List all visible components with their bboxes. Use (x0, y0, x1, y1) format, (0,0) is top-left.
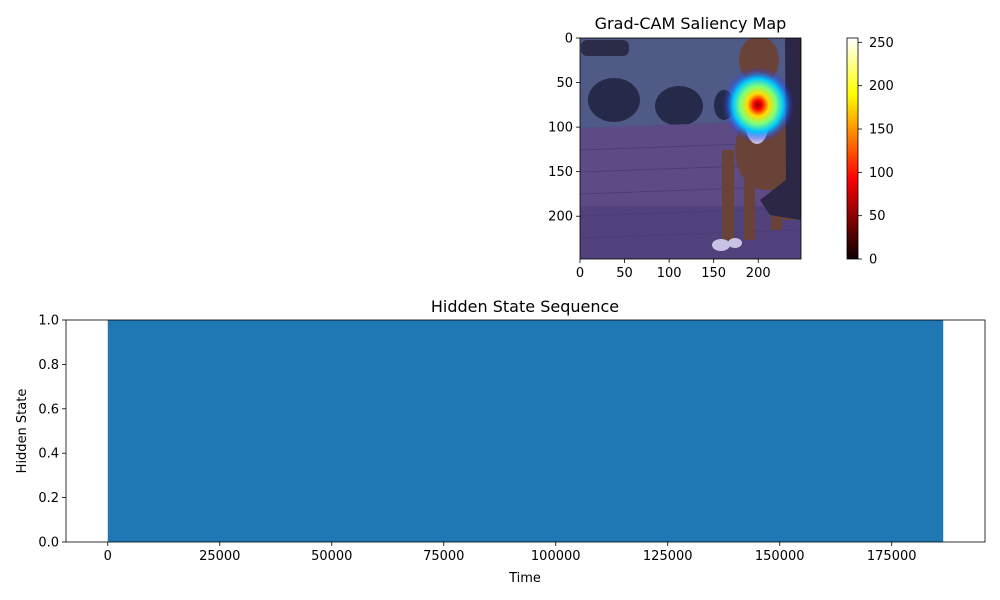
colorbar-ticks: 0 50 100 150 200 250 (858, 36, 894, 268)
saliency-title: Grad-CAM Saliency Map (595, 14, 787, 33)
hidden-x-tick-label: 50000 (311, 549, 352, 564)
colorbar: 0 50 100 150 200 250 (846, 36, 894, 268)
shadow-figure (760, 38, 801, 220)
hidden-x-tick-label: 100000 (531, 549, 581, 564)
hidden-y-tick-label: 0.4 (38, 447, 59, 462)
saliency-x-tick-label: 100 (657, 266, 682, 281)
hidden-state-ticks: 0 25000 50000 75000 100000 125000 150000 175000… (38, 314, 916, 565)
hidden-x-tick-label: 25000 (199, 549, 240, 564)
saliency-x-tick-label: 50 (616, 266, 633, 281)
bush-shape (588, 78, 640, 122)
x-axis-label: Time (508, 571, 541, 586)
saliency-hotspot (722, 67, 794, 143)
y-axis-label: Hidden State (15, 389, 30, 474)
saliency-axes-frame (579, 37, 802, 260)
saliency-x-tick-label: 150 (701, 266, 726, 281)
saliency-y-tick-label: 0 (565, 32, 573, 47)
colorbar-tick-label: 50 (869, 209, 886, 224)
hidden-y-tick-label: 0.0 (38, 536, 59, 551)
saliency-y-tick-label: 200 (548, 210, 573, 225)
hidden-x-tick-label: 75000 (423, 549, 464, 564)
hidden-y-tick-label: 1.0 (38, 314, 59, 329)
hidden-state-title: Hidden State Sequence (431, 297, 619, 316)
hidden-state-axes-frame (65, 319, 986, 543)
saliency-y-tick-label: 50 (556, 76, 573, 91)
saliency-x-tick-label: 0 (576, 266, 584, 281)
saliency-panel: Grad-CAM Saliency Map (548, 14, 894, 281)
colorbar-tick-label: 250 (869, 36, 894, 51)
colorbar-tick-label: 0 (869, 253, 877, 268)
saliency-y-tick-label: 100 (548, 121, 573, 136)
saliency-image (580, 38, 801, 259)
path-shading (580, 206, 801, 259)
saliency-y-tick-label: 150 (548, 165, 573, 180)
hidden-x-tick-label: 125000 (643, 549, 693, 564)
colorbar-gradient (846, 37, 859, 260)
colorbar-tick-label: 100 (869, 166, 894, 181)
hidden-y-tick-label: 0.2 (38, 491, 59, 506)
car-shape (581, 40, 629, 56)
bush-shape (655, 86, 703, 126)
saliency-ticks: 0 50 100 150 200 0 50 100 150 200 (548, 32, 770, 282)
colorbar-tick-label: 150 (869, 123, 894, 138)
hidden-x-tick-label: 0 (104, 549, 112, 564)
colorbar-tick-label: 200 (869, 79, 894, 94)
hidden-y-tick-label: 0.8 (38, 358, 59, 373)
hidden-state-panel: Hidden State Sequence 0 25000 50000 75000 10… (15, 297, 986, 586)
hidden-x-tick-label: 150000 (755, 549, 805, 564)
hidden-x-tick-label: 175000 (867, 549, 917, 564)
hidden-state-area (107, 320, 944, 542)
hidden-y-tick-label: 0.6 (38, 402, 59, 417)
saliency-x-tick-label: 200 (746, 266, 771, 281)
